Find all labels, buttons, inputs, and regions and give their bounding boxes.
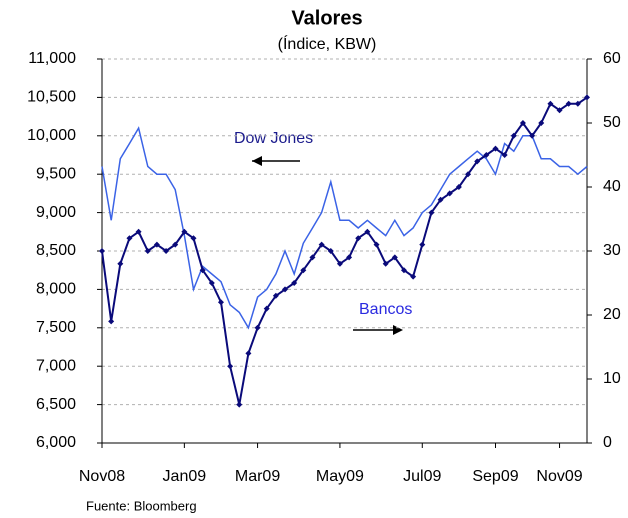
marker [483,152,490,158]
marker [355,235,362,242]
arrow-head [393,325,403,335]
y2-tick-label: 10 [603,370,621,387]
marker [144,248,151,254]
y2-tick-label: 60 [603,50,621,67]
marker [400,267,407,274]
marker [465,171,472,178]
marker [291,280,298,286]
marker [217,299,224,306]
marker [309,254,316,261]
y-tick-label: 9,500 [36,165,76,182]
marker [373,241,380,248]
marker [510,132,517,139]
y-tick-label: 10,500 [27,89,76,106]
marker [327,248,334,254]
marker [172,241,179,248]
marker [199,267,206,274]
y-tick-label: 10,000 [27,127,76,144]
marker [474,158,481,165]
marker [529,132,536,139]
marker [364,228,371,235]
x-tick-label: Jul09 [403,468,441,485]
marker [556,107,563,114]
marker [538,120,545,126]
marker [519,120,526,126]
marker [126,235,133,242]
marker [318,241,325,248]
marker [263,305,270,312]
legend-dow-jones: Dow Jones [234,130,313,147]
marker [282,286,289,293]
marker [428,209,435,216]
marker [446,190,453,197]
x-tick-label: Nov08 [79,468,125,485]
x-tick-label: May09 [316,468,364,485]
y-tick-label: 7,500 [36,319,76,336]
y-tick-label: 6,500 [36,396,76,413]
y-tick-label: 6,000 [36,434,76,451]
marker [547,100,554,107]
marker [208,280,215,286]
y2-tick-label: 30 [603,242,621,259]
marker [346,254,353,261]
marker [99,248,105,254]
marker [584,94,590,101]
arrow-head [252,156,262,166]
y-tick-label: 11,000 [28,50,76,67]
marker [382,260,389,267]
chart-subtitle: (Índice, KBW) [278,34,377,53]
marker [437,196,444,203]
marker [492,145,499,152]
marker [181,228,188,235]
marker [254,324,261,331]
x-tick-label: Nov09 [536,468,582,485]
marker [391,254,398,261]
y2-tick-label: 50 [603,114,621,131]
x-tick-label: Jan09 [163,468,207,485]
y-tick-label: 8,000 [36,281,76,298]
marker [117,260,124,267]
x-tick-label: Sep09 [472,468,518,485]
y-tick-label: 7,000 [36,357,76,374]
chart-title: Valores [291,7,362,29]
marker [245,350,252,357]
marker [300,267,307,274]
x-tick-label: Mar09 [235,468,280,485]
series-line [101,96,588,405]
marker [501,152,508,158]
y-tick-label: 8,500 [36,242,76,259]
marker [153,241,160,248]
y2-tick-label: 0 [603,434,612,451]
marker [565,100,572,107]
marker [419,241,426,248]
series-line [101,126,588,330]
y2-tick-label: 20 [603,306,621,323]
marker [336,260,343,267]
marker [227,363,234,370]
marker [272,292,279,299]
marker [163,248,170,254]
legend-bancos: Bancos [359,301,412,318]
marker [108,318,115,325]
source: Fuente: Bloomberg [86,498,197,513]
marker [455,184,462,190]
marker [410,273,417,280]
marker [574,100,581,107]
y2-tick-label: 40 [603,178,621,195]
marker [236,401,243,408]
y-tick-label: 9,000 [36,204,76,221]
marker [135,228,142,235]
marker [190,235,197,242]
